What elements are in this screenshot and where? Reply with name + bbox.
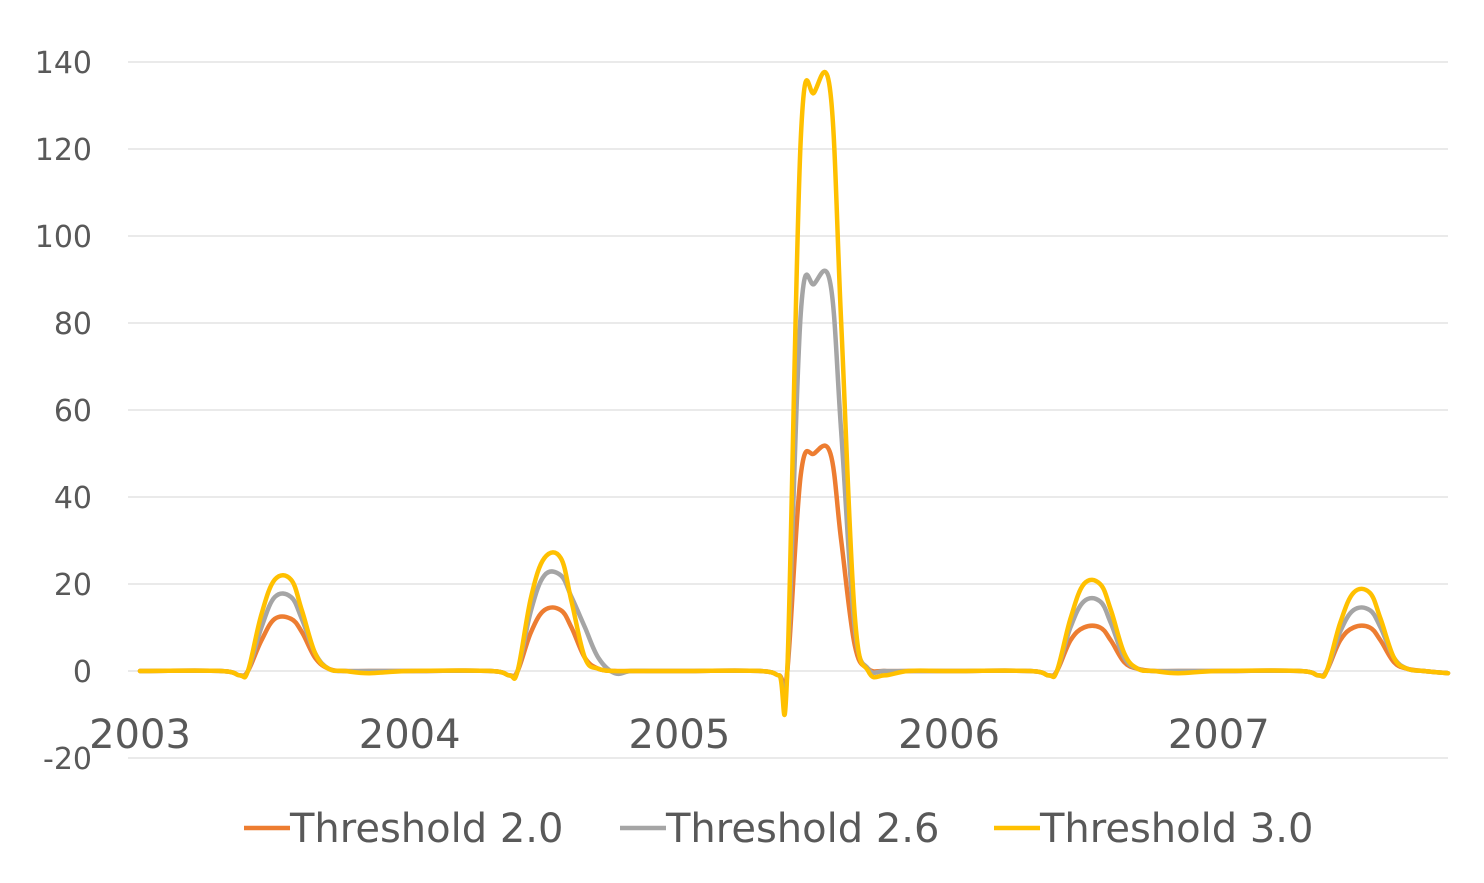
legend: Threshold 2.0 Threshold 2.6 Threshold 3.0: [244, 806, 1313, 852]
x-tick-label: 2003: [89, 712, 191, 758]
x-tick-label: 2006: [898, 712, 1000, 758]
y-tick-label: 120: [35, 133, 92, 168]
series-lines: [137, 69, 1451, 718]
y-tick-label: 0: [73, 655, 92, 690]
legend-label-1: Threshold 2.0: [289, 806, 563, 852]
y-tick-label: -20: [43, 742, 92, 777]
y-axis-ticks: -20 0 20 40 60 80 100 120 140: [35, 46, 92, 777]
y-tick-label: 60: [54, 394, 92, 429]
x-tick-label: 2005: [628, 712, 730, 758]
x-tick-label: 2004: [359, 712, 461, 758]
x-tick-label: 2007: [1168, 712, 1270, 758]
x-axis-ticks: 2003 2004 2005 2006 2007: [89, 712, 1270, 758]
y-tick-label: 140: [35, 46, 92, 81]
y-tick-label: 20: [54, 568, 92, 603]
legend-label-3: Threshold 3.0: [1039, 806, 1313, 852]
y-tick-label: 40: [54, 481, 92, 516]
y-tick-label: 100: [35, 220, 92, 255]
series-line-3: [137, 69, 1451, 718]
y-tick-label: 80: [54, 307, 92, 342]
legend-label-2: Threshold 2.6: [665, 806, 939, 852]
